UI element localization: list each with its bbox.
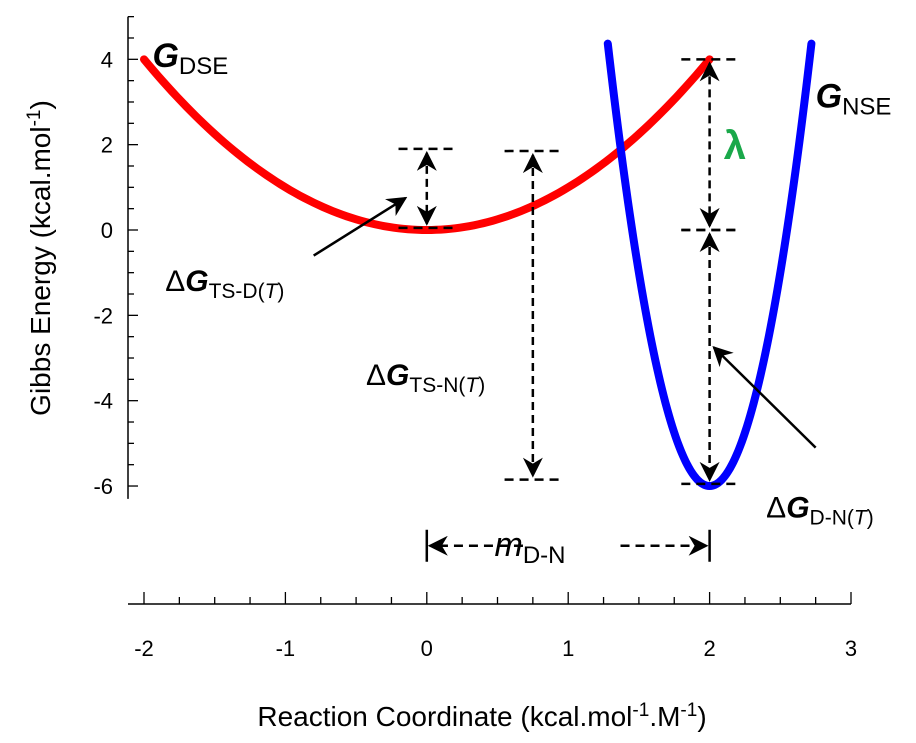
series-layer [140, 39, 816, 491]
x-tick-label: -1 [276, 636, 296, 661]
series-g-dse [140, 55, 714, 235]
y-tick-label: -4 [93, 389, 113, 414]
delta-g-ts-n-label: ΔGTS-N(T) [366, 359, 485, 397]
x-tick-label: 1 [562, 636, 574, 661]
y-tick-label: -6 [93, 474, 113, 499]
x-axis-label: Reaction Coordinate (kcal.mol-1.M-1) [257, 700, 706, 732]
x-tick-label: 3 [845, 636, 857, 661]
x-axis-ticks: -2 -1 0 1 2 3 [134, 592, 857, 661]
x-tick-label: 0 [421, 636, 433, 661]
dimension-arrows [398, 58, 738, 486]
y-tick-label: -2 [93, 303, 113, 328]
y-tick-label: 4 [101, 47, 113, 72]
pointer-arrow [712, 345, 817, 449]
m-d-n-arrow [425, 529, 711, 562]
pointer-arrows [313, 196, 817, 449]
lambda-label: λ [724, 124, 746, 168]
y-axis-ticks: -6 -4 -2 0 2 4 [93, 15, 138, 499]
m-d-n-label: mD-N [495, 526, 566, 569]
pointer-arrow [313, 196, 408, 257]
x-tick-label: -2 [134, 636, 154, 661]
delta-g-d-n-label: ΔGD-N(T) [766, 491, 874, 529]
y-axis-label: Gibbs Energy (kcal.mol-1) [24, 100, 56, 416]
g-dse-label: GDSE [152, 37, 228, 80]
series-g-nse [603, 39, 816, 491]
y-tick-label: 0 [101, 218, 113, 243]
x-tick-label: 2 [703, 636, 715, 661]
y-tick-label: 2 [101, 133, 113, 158]
g-nse-label: GNSE [816, 78, 892, 121]
axes [127, 16, 851, 605]
delta-g-ts-d-label: ΔGTS-D(T) [165, 265, 284, 303]
